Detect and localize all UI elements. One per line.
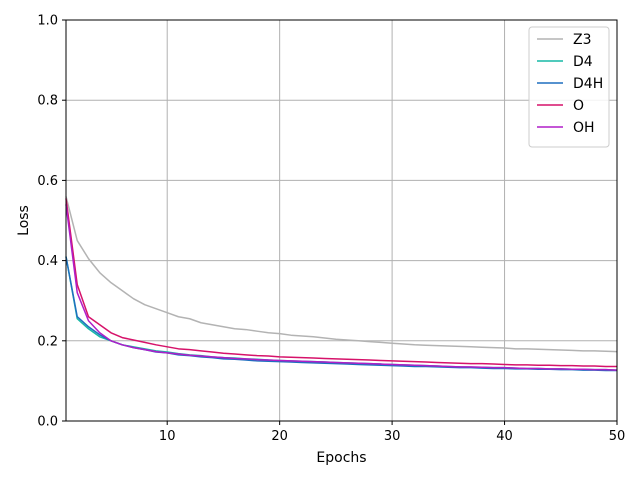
- legend-label-d4: D4: [573, 54, 593, 70]
- y-tick-label: 0.2: [37, 334, 58, 349]
- x-tick-label: 50: [609, 429, 626, 444]
- ticks: 10 20 30 40 50 0.0 0.2 0.4 0.6 0.8 1.0: [37, 14, 625, 445]
- x-tick-label: 10: [159, 429, 176, 444]
- x-tick-label: 40: [496, 429, 513, 444]
- y-tick-label: 0.6: [37, 174, 58, 189]
- legend-label-d4h: D4H: [573, 76, 603, 92]
- legend-label-oh: OH: [573, 120, 595, 136]
- y-tick-label: 0.4: [37, 254, 58, 269]
- legend-label-z3: Z3: [573, 32, 592, 48]
- series-layer: [65, 196, 618, 372]
- y-tick-label: 0.8: [37, 94, 58, 109]
- x-axis-label: Epochs: [316, 450, 366, 466]
- x-tick-label: 30: [384, 429, 401, 444]
- legend-box: [528, 26, 610, 148]
- y-tick-label: 0.0: [37, 415, 58, 430]
- plot-frame: [65, 19, 618, 422]
- series-line-z3: [65, 196, 618, 353]
- legend-label-o: O: [573, 98, 584, 114]
- y-axis-label: Loss: [16, 205, 32, 236]
- legend: Z3 D4 D4H O OH: [528, 26, 610, 148]
- series-line-o: [65, 198, 617, 368]
- x-tick-label: 20: [271, 429, 288, 444]
- y-tick-label: 1.0: [37, 14, 58, 29]
- series-line-oh: [65, 204, 618, 371]
